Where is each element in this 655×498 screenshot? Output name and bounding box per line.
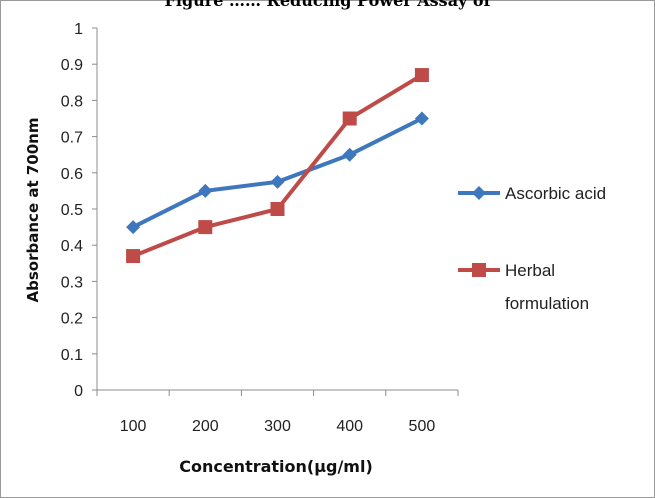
legend-label: formulation bbox=[505, 294, 589, 313]
x-axis-title: Concentration(µg/ml) bbox=[179, 457, 373, 476]
y-tick-label: 0.6 bbox=[61, 166, 83, 183]
y-tick-label: 0.3 bbox=[61, 274, 83, 291]
x-tick-label: 200 bbox=[192, 418, 219, 435]
data-point bbox=[126, 249, 141, 264]
data-point bbox=[198, 220, 213, 235]
series-line bbox=[132, 73, 423, 258]
y-tick-label: 0 bbox=[74, 383, 83, 400]
legend-marker bbox=[472, 263, 486, 277]
series-layer bbox=[126, 68, 429, 264]
series-ascorbic-acid bbox=[126, 111, 429, 235]
data-point bbox=[342, 147, 357, 162]
legend-label: Herbal bbox=[505, 261, 555, 280]
x-tick-labels: 100 200 300 400 500 bbox=[120, 418, 436, 435]
chart-axes bbox=[92, 27, 459, 396]
y-axis-title: Absorbance at 700nm bbox=[24, 118, 42, 303]
y-tick-label: 0.4 bbox=[61, 238, 83, 255]
data-point bbox=[126, 220, 141, 235]
x-tick-label: 400 bbox=[336, 418, 363, 435]
legend-item: Ascorbic acid bbox=[458, 184, 606, 203]
x-tick-label: 300 bbox=[264, 418, 291, 435]
data-point bbox=[270, 174, 285, 189]
x-tick-label: 500 bbox=[409, 418, 436, 435]
data-point bbox=[198, 183, 213, 198]
x-tick-label: 100 bbox=[120, 418, 147, 435]
legend: Ascorbic acid Herbal formulation bbox=[458, 184, 606, 313]
legend-label: Ascorbic acid bbox=[505, 184, 606, 203]
y-tick-label: 0.1 bbox=[61, 347, 83, 364]
y-tick-label: 0.2 bbox=[61, 311, 83, 328]
data-point bbox=[414, 111, 429, 126]
y-tick-labels: 0 0.1 0.2 0.3 0.4 0.5 0.6 0.7 0.8 0.9 1 bbox=[61, 21, 83, 400]
data-point bbox=[414, 68, 429, 83]
y-tick-label: 0.8 bbox=[61, 93, 83, 110]
data-point bbox=[342, 111, 357, 126]
y-tick-label: 0.9 bbox=[61, 57, 83, 74]
legend-item: Herbal formulation bbox=[458, 261, 589, 313]
y-tick-label: 1 bbox=[74, 21, 83, 38]
legend-marker bbox=[472, 186, 486, 200]
chart-title-partial: Figure …… Reducing Power Assay of bbox=[164, 0, 491, 10]
series-herbal-formulation bbox=[126, 68, 429, 264]
data-point bbox=[270, 202, 285, 216]
y-tick-label: 0.5 bbox=[61, 202, 83, 219]
y-tick-label: 0.7 bbox=[61, 130, 83, 147]
